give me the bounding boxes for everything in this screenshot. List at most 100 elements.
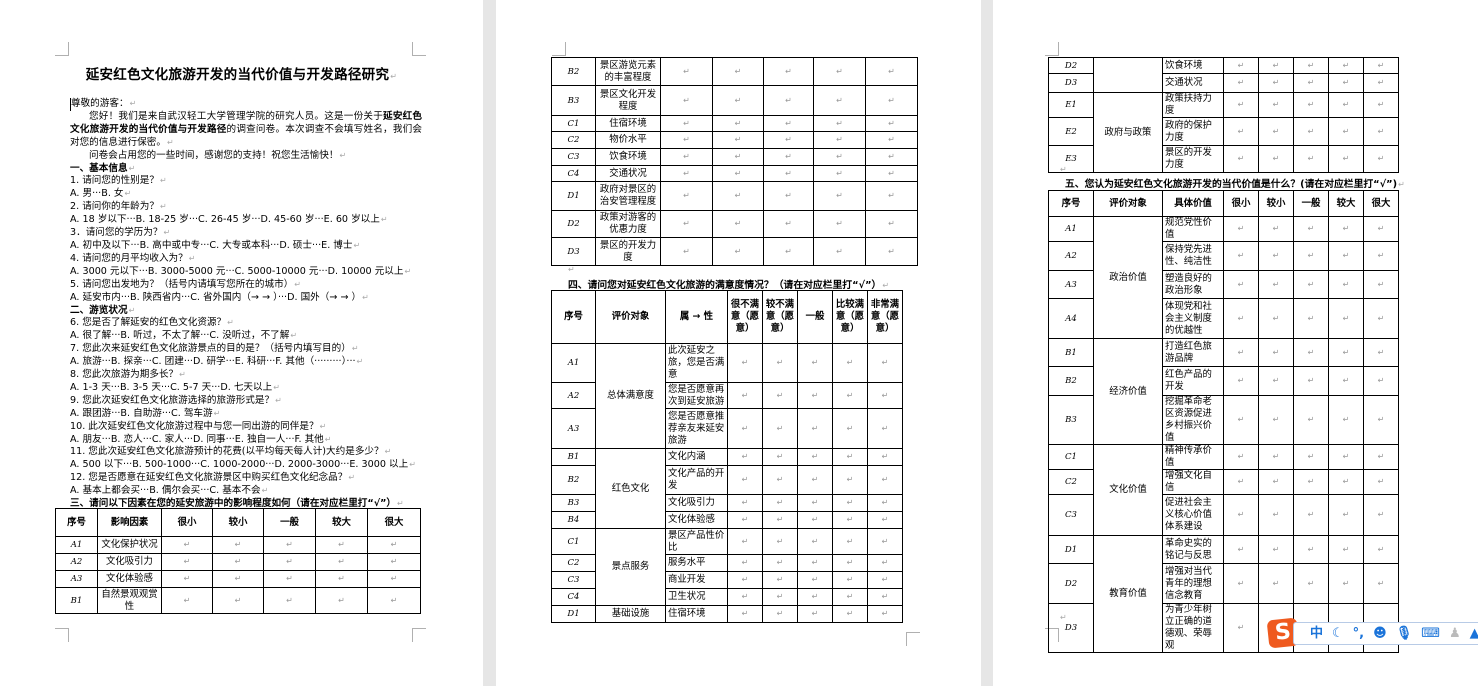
rating-cell[interactable] xyxy=(1293,73,1329,93)
rating-cell[interactable] xyxy=(867,588,903,606)
rating-cell[interactable] xyxy=(762,382,798,409)
rating-cell[interactable] xyxy=(867,465,903,495)
rating-cell[interactable] xyxy=(1363,535,1399,564)
rating-cell[interactable] xyxy=(867,408,903,449)
rating-cell[interactable] xyxy=(1258,270,1294,299)
rating-cell[interactable] xyxy=(1293,57,1329,74)
rating-cell[interactable] xyxy=(1223,145,1259,173)
rating-cell[interactable] xyxy=(727,448,763,466)
rating-cell[interactable] xyxy=(660,181,713,211)
rating-cell[interactable] xyxy=(867,382,903,409)
rating-cell[interactable] xyxy=(660,237,713,266)
rating-cell[interactable] xyxy=(813,115,866,132)
rating-cell[interactable] xyxy=(865,237,918,266)
user-icon[interactable]: ♟ xyxy=(1448,625,1461,641)
rating-cell[interactable] xyxy=(813,237,866,266)
rating-cell[interactable] xyxy=(1223,73,1259,93)
rating-cell[interactable] xyxy=(762,343,798,383)
rating-cell[interactable] xyxy=(797,448,833,466)
rating-cell[interactable] xyxy=(1363,298,1399,339)
rating-cell[interactable] xyxy=(367,553,421,571)
rating-cell[interactable] xyxy=(1258,563,1294,604)
rating-cell[interactable] xyxy=(865,210,918,238)
rating-cell[interactable] xyxy=(161,536,213,554)
rating-cell[interactable] xyxy=(797,605,833,623)
rating-cell[interactable] xyxy=(1363,57,1399,74)
rating-cell[interactable] xyxy=(797,382,833,409)
rating-cell[interactable] xyxy=(660,165,713,182)
rating-cell[interactable] xyxy=(727,511,763,529)
rating-cell[interactable] xyxy=(1328,535,1364,564)
rating-cell[interactable] xyxy=(1223,535,1259,564)
rating-cell[interactable] xyxy=(660,131,713,149)
rating-cell[interactable] xyxy=(797,588,833,606)
rating-cell[interactable] xyxy=(1258,535,1294,564)
rating-cell[interactable] xyxy=(1223,298,1259,339)
rating-cell[interactable] xyxy=(1258,444,1294,470)
rating-cell[interactable] xyxy=(1223,444,1259,470)
rating-cell[interactable] xyxy=(832,571,868,589)
rating-cell[interactable] xyxy=(1223,57,1259,74)
rating-cell[interactable] xyxy=(1223,469,1259,495)
rating-cell[interactable] xyxy=(832,382,868,409)
rating-cell[interactable] xyxy=(1223,241,1259,271)
skin-icon[interactable]: ▲ xyxy=(1469,625,1478,641)
rating-cell[interactable] xyxy=(727,465,763,495)
rating-cell[interactable] xyxy=(1328,73,1364,93)
rating-cell[interactable] xyxy=(660,148,713,166)
rating-cell[interactable] xyxy=(1223,494,1259,536)
rating-cell[interactable] xyxy=(660,85,713,116)
rating-cell[interactable] xyxy=(1293,117,1329,146)
rating-cell[interactable] xyxy=(1363,73,1399,93)
rating-cell[interactable] xyxy=(1328,241,1364,271)
emoji-icon[interactable]: ☻ xyxy=(1373,625,1387,641)
rating-cell[interactable] xyxy=(1293,469,1329,495)
rating-cell[interactable] xyxy=(763,148,814,166)
rating-cell[interactable] xyxy=(727,382,763,409)
rating-cell[interactable] xyxy=(161,587,213,614)
rating-cell[interactable] xyxy=(1223,117,1259,146)
rating-cell[interactable] xyxy=(712,210,764,238)
rating-cell[interactable] xyxy=(865,115,918,132)
rating-cell[interactable] xyxy=(315,553,368,571)
rating-cell[interactable] xyxy=(1363,444,1399,470)
rating-cell[interactable] xyxy=(1293,366,1329,396)
rating-cell[interactable] xyxy=(712,237,764,266)
rating-cell[interactable] xyxy=(1258,494,1294,536)
rating-cell[interactable] xyxy=(1363,117,1399,146)
rating-cell[interactable] xyxy=(1363,563,1399,604)
rating-cell[interactable] xyxy=(727,571,763,589)
rating-cell[interactable] xyxy=(367,570,421,588)
rating-cell[interactable] xyxy=(1363,338,1399,367)
rating-cell[interactable] xyxy=(797,408,833,449)
rating-cell[interactable] xyxy=(865,165,918,182)
rating-cell[interactable] xyxy=(1293,241,1329,271)
rating-cell[interactable] xyxy=(1293,145,1329,173)
rating-cell[interactable] xyxy=(867,511,903,529)
rating-cell[interactable] xyxy=(762,528,798,555)
rating-cell[interactable] xyxy=(315,570,368,588)
rating-cell[interactable] xyxy=(813,57,866,86)
rating-cell[interactable] xyxy=(867,343,903,383)
rating-cell[interactable] xyxy=(763,131,814,149)
rating-cell[interactable] xyxy=(763,210,814,238)
rating-cell[interactable] xyxy=(1328,563,1364,604)
rating-cell[interactable] xyxy=(1328,298,1364,339)
rating-cell[interactable] xyxy=(161,553,213,571)
rating-cell[interactable] xyxy=(1293,444,1329,470)
rating-cell[interactable] xyxy=(727,408,763,449)
rating-cell[interactable] xyxy=(1258,57,1294,74)
rating-cell[interactable] xyxy=(212,536,264,554)
rating-cell[interactable] xyxy=(1258,338,1294,367)
rating-cell[interactable] xyxy=(1258,366,1294,396)
rating-cell[interactable] xyxy=(212,570,264,588)
rating-cell[interactable] xyxy=(1328,145,1364,173)
questionnaire-body[interactable]: 尊敬的游客： 您好！我们是来自武汉轻工大学管理学院的研究人员。这是一份关于延安红… xyxy=(70,98,422,511)
rating-cell[interactable] xyxy=(1363,270,1399,299)
rating-cell[interactable] xyxy=(712,57,764,86)
rating-cell[interactable] xyxy=(762,494,798,512)
rating-cell[interactable] xyxy=(1363,216,1399,242)
rating-cell[interactable] xyxy=(762,448,798,466)
rating-cell[interactable] xyxy=(832,494,868,512)
rating-cell[interactable] xyxy=(762,588,798,606)
